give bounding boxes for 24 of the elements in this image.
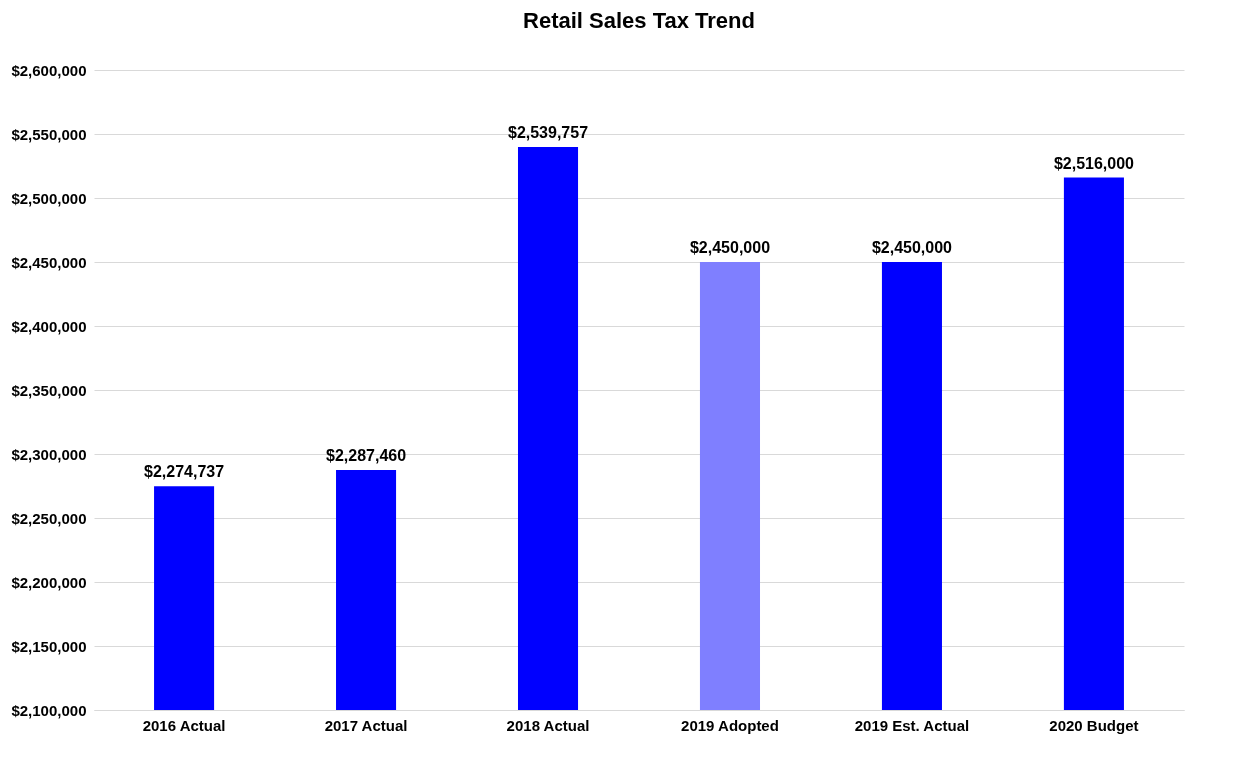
data-label: $2,287,460 [326, 447, 407, 465]
x-tick-label: 2017 Actual [324, 716, 408, 734]
y-tick-label: $2,250,000 [11, 509, 87, 527]
data-label: $2,539,757 [507, 124, 589, 142]
y-tick-label: $2,150,000 [11, 637, 87, 655]
x-tick-label: 2019 Est. Actual [854, 716, 970, 734]
y-tick-label: $2,400,000 [11, 317, 87, 335]
y-tick-label: $2,350,000 [11, 381, 87, 399]
y-tick-label: $2,600,000 [11, 61, 87, 79]
x-tick-label: 2018 Actual [506, 716, 590, 734]
y-tick-label: $2,300,000 [11, 445, 87, 463]
x-tick-label: 2019 Adopted [681, 716, 779, 734]
data-label: $2,450,000 [871, 239, 953, 256]
y-tick-label: $2,450,000 [11, 253, 87, 271]
x-tick-label: 2020 Budget [1049, 716, 1139, 734]
data-label: $2,516,000 [1053, 154, 1135, 172]
y-tick-label: $2,200,000 [11, 573, 87, 591]
y-tick-label: $2,100,000 [11, 701, 87, 719]
chart-title: Retail Sales Tax Trend [523, 8, 755, 33]
data-label: $2,274,737 [144, 463, 225, 481]
y-tick-label: $2,550,000 [11, 125, 87, 143]
x-tick-label: 2016 Actual [142, 716, 226, 734]
y-tick-label: $2,500,000 [11, 189, 87, 207]
data-label: $2,450,000 [689, 239, 771, 256]
